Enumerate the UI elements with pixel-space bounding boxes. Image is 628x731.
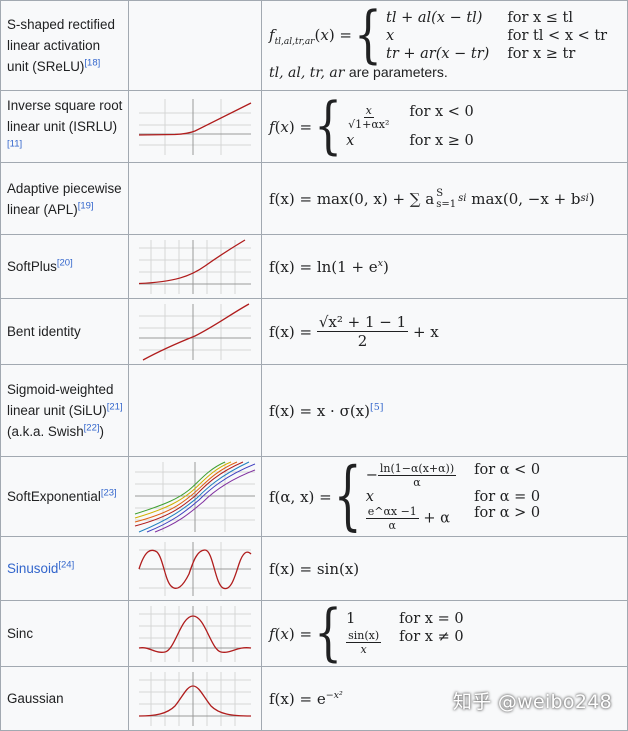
row-name: Bent identity	[0, 298, 129, 365]
plot-cell-empty	[128, 364, 262, 457]
reference[interactable]: [19]	[77, 200, 94, 212]
row-name: SoftExponential[23]	[0, 456, 129, 537]
sinusoid-link[interactable]: Sinusoid	[7, 561, 59, 576]
watermark: 知乎 @weibo248	[452, 691, 612, 713]
reference[interactable]: [11]	[7, 138, 23, 150]
equation: f(x) = ln(1 + ex)	[261, 234, 628, 299]
table-row: Adaptive piecewise linear (APL)[19] f(x)…	[0, 162, 628, 235]
reference[interactable]: [18]	[84, 57, 101, 69]
plot-sinc	[128, 600, 262, 667]
bent-identity-plot	[139, 302, 251, 361]
plot-bent-identity	[128, 298, 262, 365]
table-row: Sigmoid-weighted linear unit (SiLU)[21] …	[0, 364, 628, 457]
equation: f(x) = x · σ(x)[5]	[261, 364, 628, 457]
row-name: S-shaped rectified linear activation uni…	[0, 0, 129, 91]
gaussian-plot	[138, 671, 252, 726]
sinusoid-plot	[138, 541, 252, 596]
reference[interactable]: [23]	[100, 487, 117, 499]
table-row: SoftPlus[20] f(x) = ln(1 + ex)	[0, 234, 628, 299]
plot-cell-empty	[128, 0, 262, 91]
row-name: Gaussian	[0, 666, 129, 731]
equation: f(x) = sin(x)	[261, 536, 628, 601]
row-name: Sigmoid-weighted linear unit (SiLU)[21] …	[0, 364, 129, 457]
plot-cell-empty	[128, 162, 262, 235]
table-row: Inverse square root linear unit (ISRLU)[…	[0, 90, 628, 163]
row-name: Adaptive piecewise linear (APL)[19]	[0, 162, 129, 235]
plot-softplus	[128, 234, 262, 299]
equation: ftl,al,tr,ar(x) = { tl + al(x − tl) for x…	[261, 0, 628, 91]
row-name: SoftPlus[20]	[0, 234, 129, 299]
table-row: Gaussian f(x) = e−x²	[0, 666, 628, 731]
reference[interactable]: [20]	[56, 257, 73, 269]
reference[interactable]: [22]	[83, 422, 100, 434]
reference[interactable]: [24]	[58, 559, 75, 571]
isrlu-plot	[138, 98, 252, 155]
reference[interactable]: [5]	[370, 401, 384, 413]
reference[interactable]: [21]	[106, 401, 123, 413]
plot-softexponential	[128, 456, 262, 537]
plot-gaussian	[128, 666, 262, 731]
sinc-plot	[138, 605, 252, 662]
softexponential-plot	[134, 461, 256, 532]
plot-sinusoid	[128, 536, 262, 601]
plot-isrlu	[128, 90, 262, 163]
row-name: Inverse square root linear unit (ISRLU)[…	[0, 90, 129, 163]
table-row: Sinc f(x) = { 1 for x = 0 sin(x) x for x ≠ …	[0, 600, 628, 667]
row-name: Sinusoid[24]	[0, 536, 129, 601]
row-name: Sinc	[0, 600, 129, 667]
equation: f(x) = { 1 for x = 0 sin(x) x for x ≠ 0	[261, 600, 628, 667]
equation: f(x) = e−x²	[261, 666, 628, 731]
equation: f(α, x) = { − ln(1−α(x+α)) α for α < 0 x for…	[261, 456, 628, 537]
softplus-plot	[138, 238, 251, 294]
table-row: SoftExponential[23] f(α, x) =	[0, 456, 628, 537]
equation: f(x) = { x √1+αx² for x < 0 x for x ≥ 0	[261, 90, 628, 163]
table-row: S-shaped rectified linear activation uni…	[0, 0, 628, 91]
table-row: Sinusoid[24] f(x) = sin(x)	[0, 536, 628, 601]
